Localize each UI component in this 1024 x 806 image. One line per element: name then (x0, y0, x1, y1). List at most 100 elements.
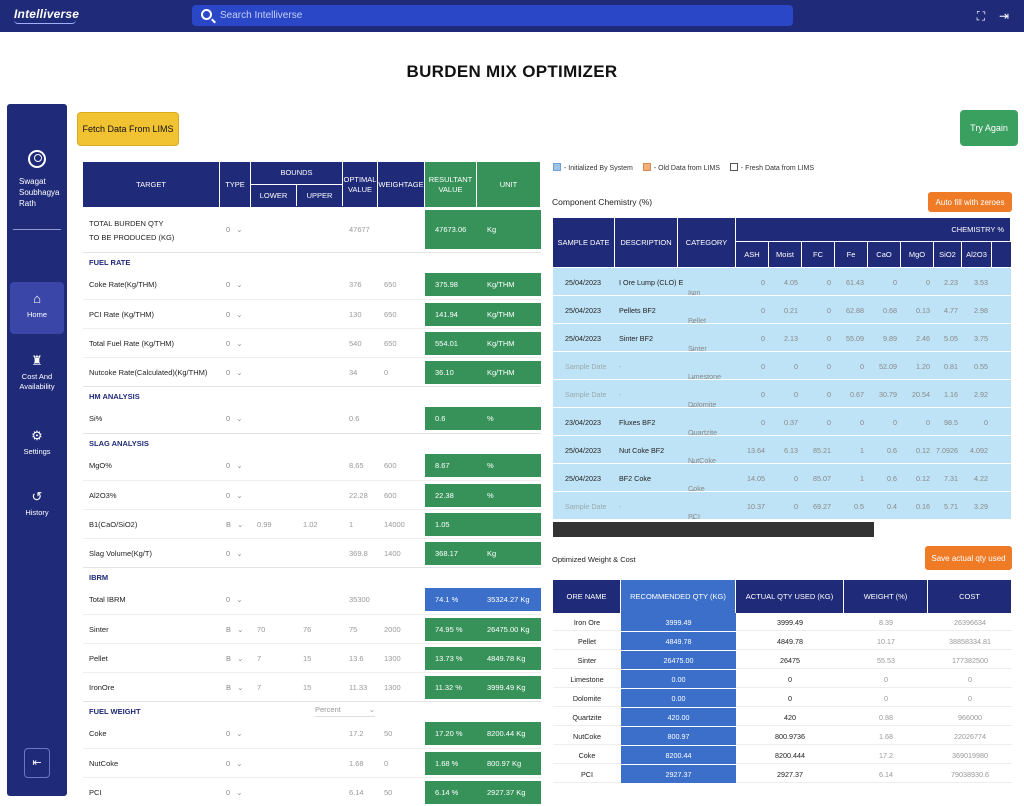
optimal-value-input[interactable]: 75 (349, 625, 358, 634)
chem-value[interactable]: 0 (761, 390, 765, 399)
fetch-lims-button[interactable]: Fetch Data From LIMS (77, 112, 179, 146)
chem-value[interactable]: 55.09 (846, 334, 864, 343)
sample-date-input[interactable]: 25/04/2023 (565, 334, 601, 343)
type-select[interactable]: 0 ⌄ (226, 225, 243, 234)
actual-qty-input[interactable]: 4849.78 (777, 637, 803, 646)
chem-value[interactable]: 0.6 (887, 474, 897, 483)
sidebar-item-cost[interactable]: ♜ Cost And Availability (10, 354, 64, 392)
chem-value[interactable]: 2.23 (944, 278, 958, 287)
type-select[interactable]: 0 ⌄ (226, 339, 243, 348)
chem-value[interactable]: 6.13 (784, 446, 798, 455)
chem-value[interactable]: 0 (827, 418, 831, 427)
chem-value[interactable]: 0.13 (916, 306, 930, 315)
chem-value[interactable]: 0.12 (916, 446, 930, 455)
chem-value[interactable]: 0 (926, 278, 930, 287)
optimal-value-input[interactable]: 47677 (349, 225, 370, 234)
type-select[interactable]: B ⌄ (226, 654, 244, 663)
type-select[interactable]: 0 ⌄ (226, 759, 243, 768)
actual-qty-input[interactable]: 8200.444 (775, 751, 805, 760)
actual-qty-input[interactable]: 26475 (780, 656, 800, 665)
optimal-value-input[interactable]: 369.8 (349, 549, 368, 558)
lower-bound-input[interactable]: 0.99 (257, 520, 272, 529)
chem-value[interactable]: 0.68 (883, 306, 897, 315)
actual-qty-input[interactable]: 2927.37 (777, 770, 803, 779)
chem-value[interactable]: 98.5 (944, 418, 958, 427)
type-select[interactable]: 0 ⌄ (226, 310, 243, 319)
weightage-input[interactable]: 650 (384, 339, 397, 348)
chem-value[interactable]: 0.55 (974, 362, 988, 371)
optimal-value-input[interactable]: 11.33 (349, 683, 368, 692)
chem-value[interactable]: 1.16 (944, 390, 958, 399)
chem-value[interactable]: 3.29 (974, 502, 988, 511)
type-select[interactable]: B ⌄ (226, 683, 244, 692)
optimal-value-input[interactable]: 1 (349, 520, 354, 529)
chem-value[interactable]: 1.20 (916, 362, 930, 371)
chem-value[interactable]: 5.71 (944, 502, 958, 511)
weightage-input[interactable]: 600 (384, 461, 397, 470)
type-select[interactable]: 0 ⌄ (226, 280, 243, 289)
weightage-input[interactable]: 2000 (384, 625, 401, 634)
sample-date-input[interactable]: 25/04/2023 (565, 306, 601, 315)
type-select[interactable]: B ⌄ (226, 520, 244, 529)
optimal-value-input[interactable]: 8.65 (349, 461, 364, 470)
chem-value[interactable]: 7.31 (944, 474, 958, 483)
upper-bound-input[interactable]: 15 (303, 683, 312, 692)
sample-date-input[interactable]: Sample Date (565, 502, 607, 511)
lower-bound-input[interactable]: 70 (257, 625, 266, 634)
chem-value[interactable]: 0.6 (887, 446, 897, 455)
weightage-input[interactable]: 50 (384, 729, 393, 738)
chem-value[interactable]: 13.64 (747, 446, 765, 455)
type-select[interactable]: 0 ⌄ (226, 549, 243, 558)
chem-value[interactable]: 10.37 (747, 502, 765, 511)
chem-value[interactable]: 9.89 (883, 334, 897, 343)
weightage-input[interactable]: 650 (384, 280, 397, 289)
type-select[interactable]: 0 ⌄ (226, 461, 243, 470)
auto-fill-button[interactable]: Auto fill with zeroes (928, 192, 1012, 212)
chem-value[interactable]: 2.13 (784, 334, 798, 343)
type-select[interactable]: 0 ⌄ (226, 368, 243, 377)
actual-qty-input[interactable]: 800.9736 (775, 732, 805, 741)
search-input[interactable] (220, 7, 780, 24)
weightage-input[interactable]: 14000 (384, 520, 405, 529)
chem-value[interactable]: 2.92 (974, 390, 988, 399)
sample-date-input[interactable]: Sample Date (565, 390, 607, 399)
sample-date-input[interactable]: 23/04/2023 (565, 418, 601, 427)
chem-value[interactable]: 0 (761, 334, 765, 343)
chem-value[interactable]: 0 (827, 390, 831, 399)
chem-value[interactable]: 85.07 (813, 474, 831, 483)
chem-value[interactable]: 0 (794, 474, 798, 483)
optimal-value-input[interactable]: 34 (349, 368, 358, 377)
chem-value[interactable]: 0.37 (784, 418, 798, 427)
chem-value[interactable]: 0.5 (854, 502, 864, 511)
chem-value[interactable]: 14.05 (747, 474, 765, 483)
weightage-input[interactable]: 650 (384, 310, 397, 319)
chem-value[interactable]: 1 (860, 446, 864, 455)
upper-bound-input[interactable]: 76 (303, 625, 312, 634)
save-actual-qty-button[interactable]: Save actual qty used (925, 546, 1012, 570)
optimal-value-input[interactable]: 22.28 (349, 491, 368, 500)
actual-qty-input[interactable]: 3999.49 (777, 618, 803, 627)
chem-value[interactable]: 0 (794, 502, 798, 511)
chem-value[interactable]: 0.12 (916, 474, 930, 483)
chem-value[interactable]: 52.09 (879, 362, 897, 371)
chem-value[interactable]: 85.21 (813, 446, 831, 455)
sidebar-item-history[interactable]: ↺ History (10, 490, 64, 518)
chem-value[interactable]: 0.4 (887, 502, 897, 511)
actual-qty-input[interactable]: 0 (788, 675, 792, 684)
chem-value[interactable]: 4.22 (974, 474, 988, 483)
logout-icon[interactable]: ⇥ (998, 9, 1010, 23)
upper-bound-input[interactable]: 1.02 (303, 520, 318, 529)
sample-date-input[interactable]: 25/04/2023 (565, 278, 601, 287)
sample-date-input[interactable]: 25/04/2023 (565, 446, 601, 455)
optimal-value-input[interactable]: 13.6 (349, 654, 364, 663)
optimal-value-input[interactable]: 35300 (349, 595, 370, 604)
chem-value[interactable]: 0 (926, 418, 930, 427)
chem-value[interactable]: 30.79 (879, 390, 897, 399)
optimal-value-input[interactable]: 540 (349, 339, 362, 348)
actual-qty-input[interactable]: 420 (784, 713, 796, 722)
app-logo[interactable]: Intelliverse (14, 7, 79, 24)
sidebar-item-home[interactable]: ⌂ Home (10, 282, 64, 334)
chem-value[interactable]: 2.46 (916, 334, 930, 343)
chem-value[interactable]: 0 (761, 278, 765, 287)
chem-value[interactable]: 0 (860, 362, 864, 371)
